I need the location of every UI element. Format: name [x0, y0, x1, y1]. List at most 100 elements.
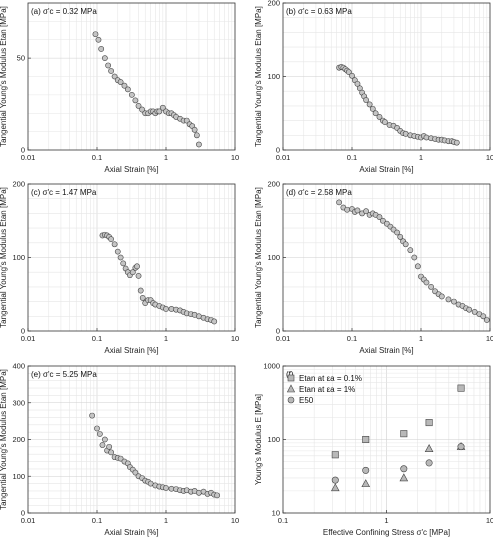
data-point — [163, 485, 169, 491]
grid-lines — [28, 184, 235, 331]
data-point — [163, 306, 169, 312]
y-tick-label: 200 — [12, 435, 25, 444]
data-point — [120, 260, 127, 267]
legend: Etan at εa = 0.1% Etan at εa = 1% E50 — [286, 374, 362, 405]
data-point — [95, 36, 102, 43]
y-axis-label: Tangential Young's Modulus Etan [MPa] — [254, 6, 263, 147]
data-point — [345, 69, 352, 75]
y-tick-label: 0 — [21, 509, 25, 518]
data-point — [111, 73, 118, 80]
data-point — [445, 296, 452, 303]
data-point — [397, 234, 404, 240]
data-point — [98, 46, 105, 52]
data-point — [411, 254, 418, 261]
circle-point — [400, 465, 408, 473]
data-point — [134, 263, 140, 270]
data-point — [117, 455, 124, 462]
legend-label: Etan at εa = 1% — [299, 385, 355, 394]
data-point — [379, 217, 386, 224]
grid-lines — [283, 184, 490, 331]
plot-frame — [27, 2, 236, 151]
grid-lines — [28, 3, 235, 150]
data-point — [128, 91, 135, 98]
data-points — [89, 412, 220, 499]
data-point — [114, 248, 121, 255]
data-point — [372, 110, 379, 117]
data-point — [336, 199, 342, 206]
data-point — [108, 449, 114, 456]
x-tick-label: 1 — [419, 153, 423, 162]
data-point — [191, 126, 198, 133]
y-tick-label: 100 — [267, 253, 280, 262]
data-point — [407, 247, 414, 254]
x-axis-label: Effective Confining Stress σ'c [MPa] — [323, 528, 450, 537]
y-tick-label: 100 — [12, 253, 25, 262]
x-tick-label: 10 — [486, 153, 493, 162]
data-points — [330, 384, 466, 492]
data-point — [438, 293, 445, 300]
x-tick-label: 0.1 — [92, 153, 102, 162]
data-point — [117, 254, 124, 261]
y-tick-label: 200 — [267, 0, 280, 8]
data-point — [139, 295, 146, 301]
data-point — [382, 119, 388, 125]
y-tick-label: 100 — [267, 72, 280, 81]
data-point — [105, 62, 112, 69]
data-point — [193, 132, 200, 139]
circle-point — [331, 476, 339, 484]
data-point — [376, 114, 383, 120]
data-point — [480, 313, 487, 320]
data-point — [214, 492, 220, 499]
data-point — [196, 141, 202, 148]
x-tick-label: 0.1 — [347, 334, 357, 343]
data-point — [354, 207, 361, 214]
y-axis-label: Tangential Young's Modulus Etan [MPa] — [0, 187, 8, 328]
x-axis-label: Axial Strain [%] — [359, 165, 413, 174]
data-point — [354, 80, 361, 87]
circle-point — [362, 466, 370, 474]
y-tick-label: 0 — [276, 327, 280, 336]
legend-label: Etan at εa = 0.1% — [299, 374, 362, 383]
x-tick-label: 0.01 — [21, 516, 36, 525]
panel-f: 0.1 1 10 10 100 1000 Effective Confining Stres… — [254, 362, 493, 538]
circle-point — [457, 443, 465, 451]
x-tick-label: 0.1 — [347, 153, 357, 162]
y-tick-label: 0 — [276, 146, 280, 155]
y-tick-label: 100 — [267, 435, 280, 444]
data-point — [111, 241, 118, 248]
square-point — [457, 384, 465, 392]
x-axis-label: Axial Strain [%] — [359, 346, 413, 355]
data-point — [211, 318, 218, 325]
y-tick-label: 100 — [12, 472, 25, 481]
x-tick-label: 1 — [164, 334, 168, 343]
square-point — [331, 451, 339, 459]
circle-point — [425, 459, 433, 467]
data-point — [451, 298, 457, 305]
grid-lines — [28, 366, 235, 513]
data-point — [137, 287, 144, 294]
legend-square-marker — [287, 374, 295, 382]
panel-title: (c) σ'c = 1.47 MPa — [31, 188, 97, 197]
x-axis-label: Axial Strain [%] — [104, 165, 158, 174]
data-point — [471, 308, 478, 315]
data-point — [402, 241, 409, 248]
triangle-point — [424, 444, 434, 452]
data-point — [414, 263, 421, 270]
x-tick-label: 0.1 — [92, 516, 102, 525]
x-tick-label: 0.01 — [21, 334, 36, 343]
data-point — [159, 104, 166, 111]
data-point — [135, 103, 142, 109]
data-point — [132, 97, 139, 104]
x-tick-label: 10 — [231, 153, 239, 162]
data-point — [428, 283, 434, 290]
x-tick-label: 1 — [419, 334, 423, 343]
data-point — [376, 214, 383, 220]
data-point — [92, 31, 99, 38]
data-point — [423, 279, 430, 286]
y-tick-label: 50 — [17, 54, 25, 63]
triangle-point — [361, 479, 371, 488]
panel-title: (f) — [286, 370, 294, 379]
x-tick-label: 10 — [486, 334, 493, 343]
y-tick-label: 400 — [12, 362, 25, 371]
